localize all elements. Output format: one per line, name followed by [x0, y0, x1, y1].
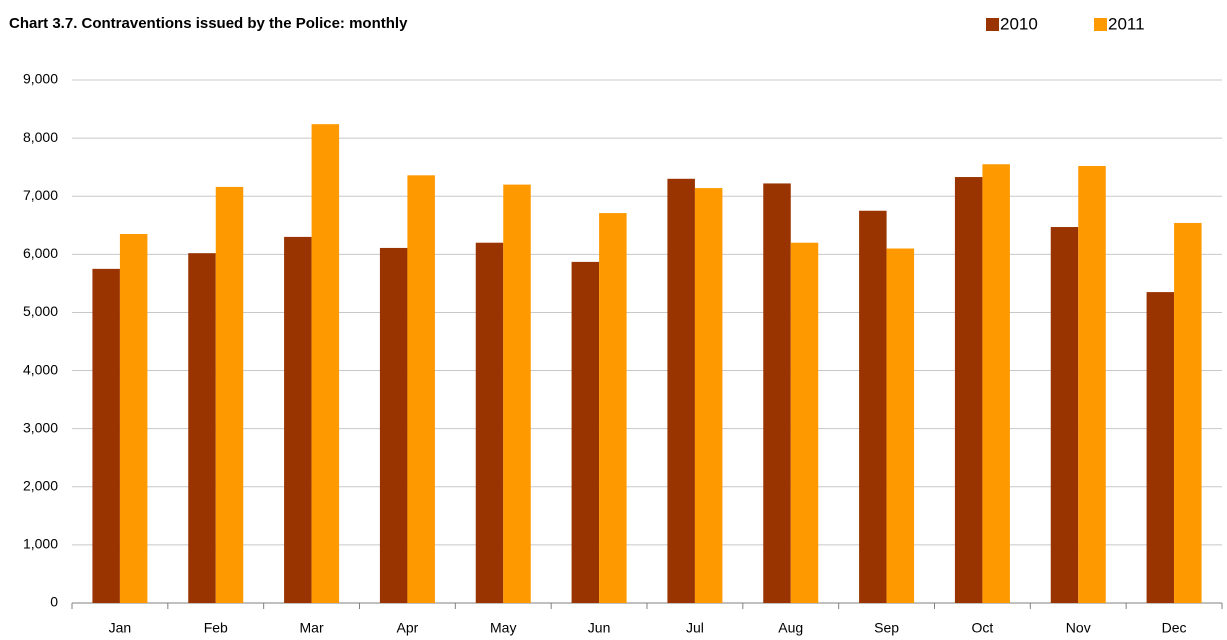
bar	[92, 268, 120, 603]
x-tick-label: Jun	[588, 620, 611, 636]
chart-title: Chart 3.7. Contraventions issued by the …	[9, 15, 408, 32]
x-tick-label: Feb	[204, 620, 228, 636]
y-tick-label: 1,000	[23, 536, 58, 552]
legend-label: 2010	[1000, 14, 1038, 33]
legend-label: 2011	[1108, 14, 1145, 33]
y-tick-label: 6,000	[23, 245, 58, 261]
bar	[886, 248, 915, 603]
y-tick-label: 3,000	[23, 419, 58, 435]
x-tick-label: Jul	[686, 620, 704, 636]
bar	[982, 164, 1010, 603]
x-tick-label: Aug	[778, 620, 803, 636]
bar	[379, 247, 408, 604]
y-tick-label: 7,000	[23, 187, 58, 203]
bar	[119, 233, 148, 603]
bar	[407, 175, 435, 603]
bar	[311, 124, 340, 604]
bar	[188, 253, 216, 603]
x-tick-label: Sep	[874, 620, 899, 636]
x-tick-label: Apr	[397, 620, 419, 636]
bar	[503, 184, 531, 603]
bar	[475, 242, 504, 603]
x-tick-label: May	[490, 620, 516, 636]
y-tick-label: 2,000	[23, 477, 58, 493]
bar	[1174, 222, 1202, 603]
bar	[694, 188, 723, 603]
bar	[1050, 227, 1079, 603]
y-tick-label: 9,000	[23, 71, 58, 87]
bar	[763, 183, 791, 603]
x-tick-label: Mar	[300, 620, 324, 636]
y-tick-label: 4,000	[23, 361, 58, 377]
bar	[954, 177, 983, 603]
bar	[571, 261, 600, 603]
bar	[1078, 166, 1106, 603]
bar	[667, 178, 695, 604]
y-tick-label: 8,000	[23, 129, 58, 145]
x-tick-label: Nov	[1066, 620, 1091, 636]
bar	[284, 236, 312, 603]
x-tick-label: Jan	[109, 620, 132, 636]
legend-swatch	[986, 18, 999, 31]
legend-swatch	[1094, 18, 1107, 31]
x-tick-label: Dec	[1162, 620, 1187, 636]
y-tick-label: 5,000	[23, 303, 58, 319]
bar	[599, 213, 627, 603]
bar	[790, 242, 819, 603]
x-tick-label: Oct	[972, 620, 994, 636]
y-tick-label: 0	[50, 594, 58, 610]
bar	[859, 210, 887, 603]
bar	[215, 186, 244, 603]
bar	[1146, 292, 1175, 603]
